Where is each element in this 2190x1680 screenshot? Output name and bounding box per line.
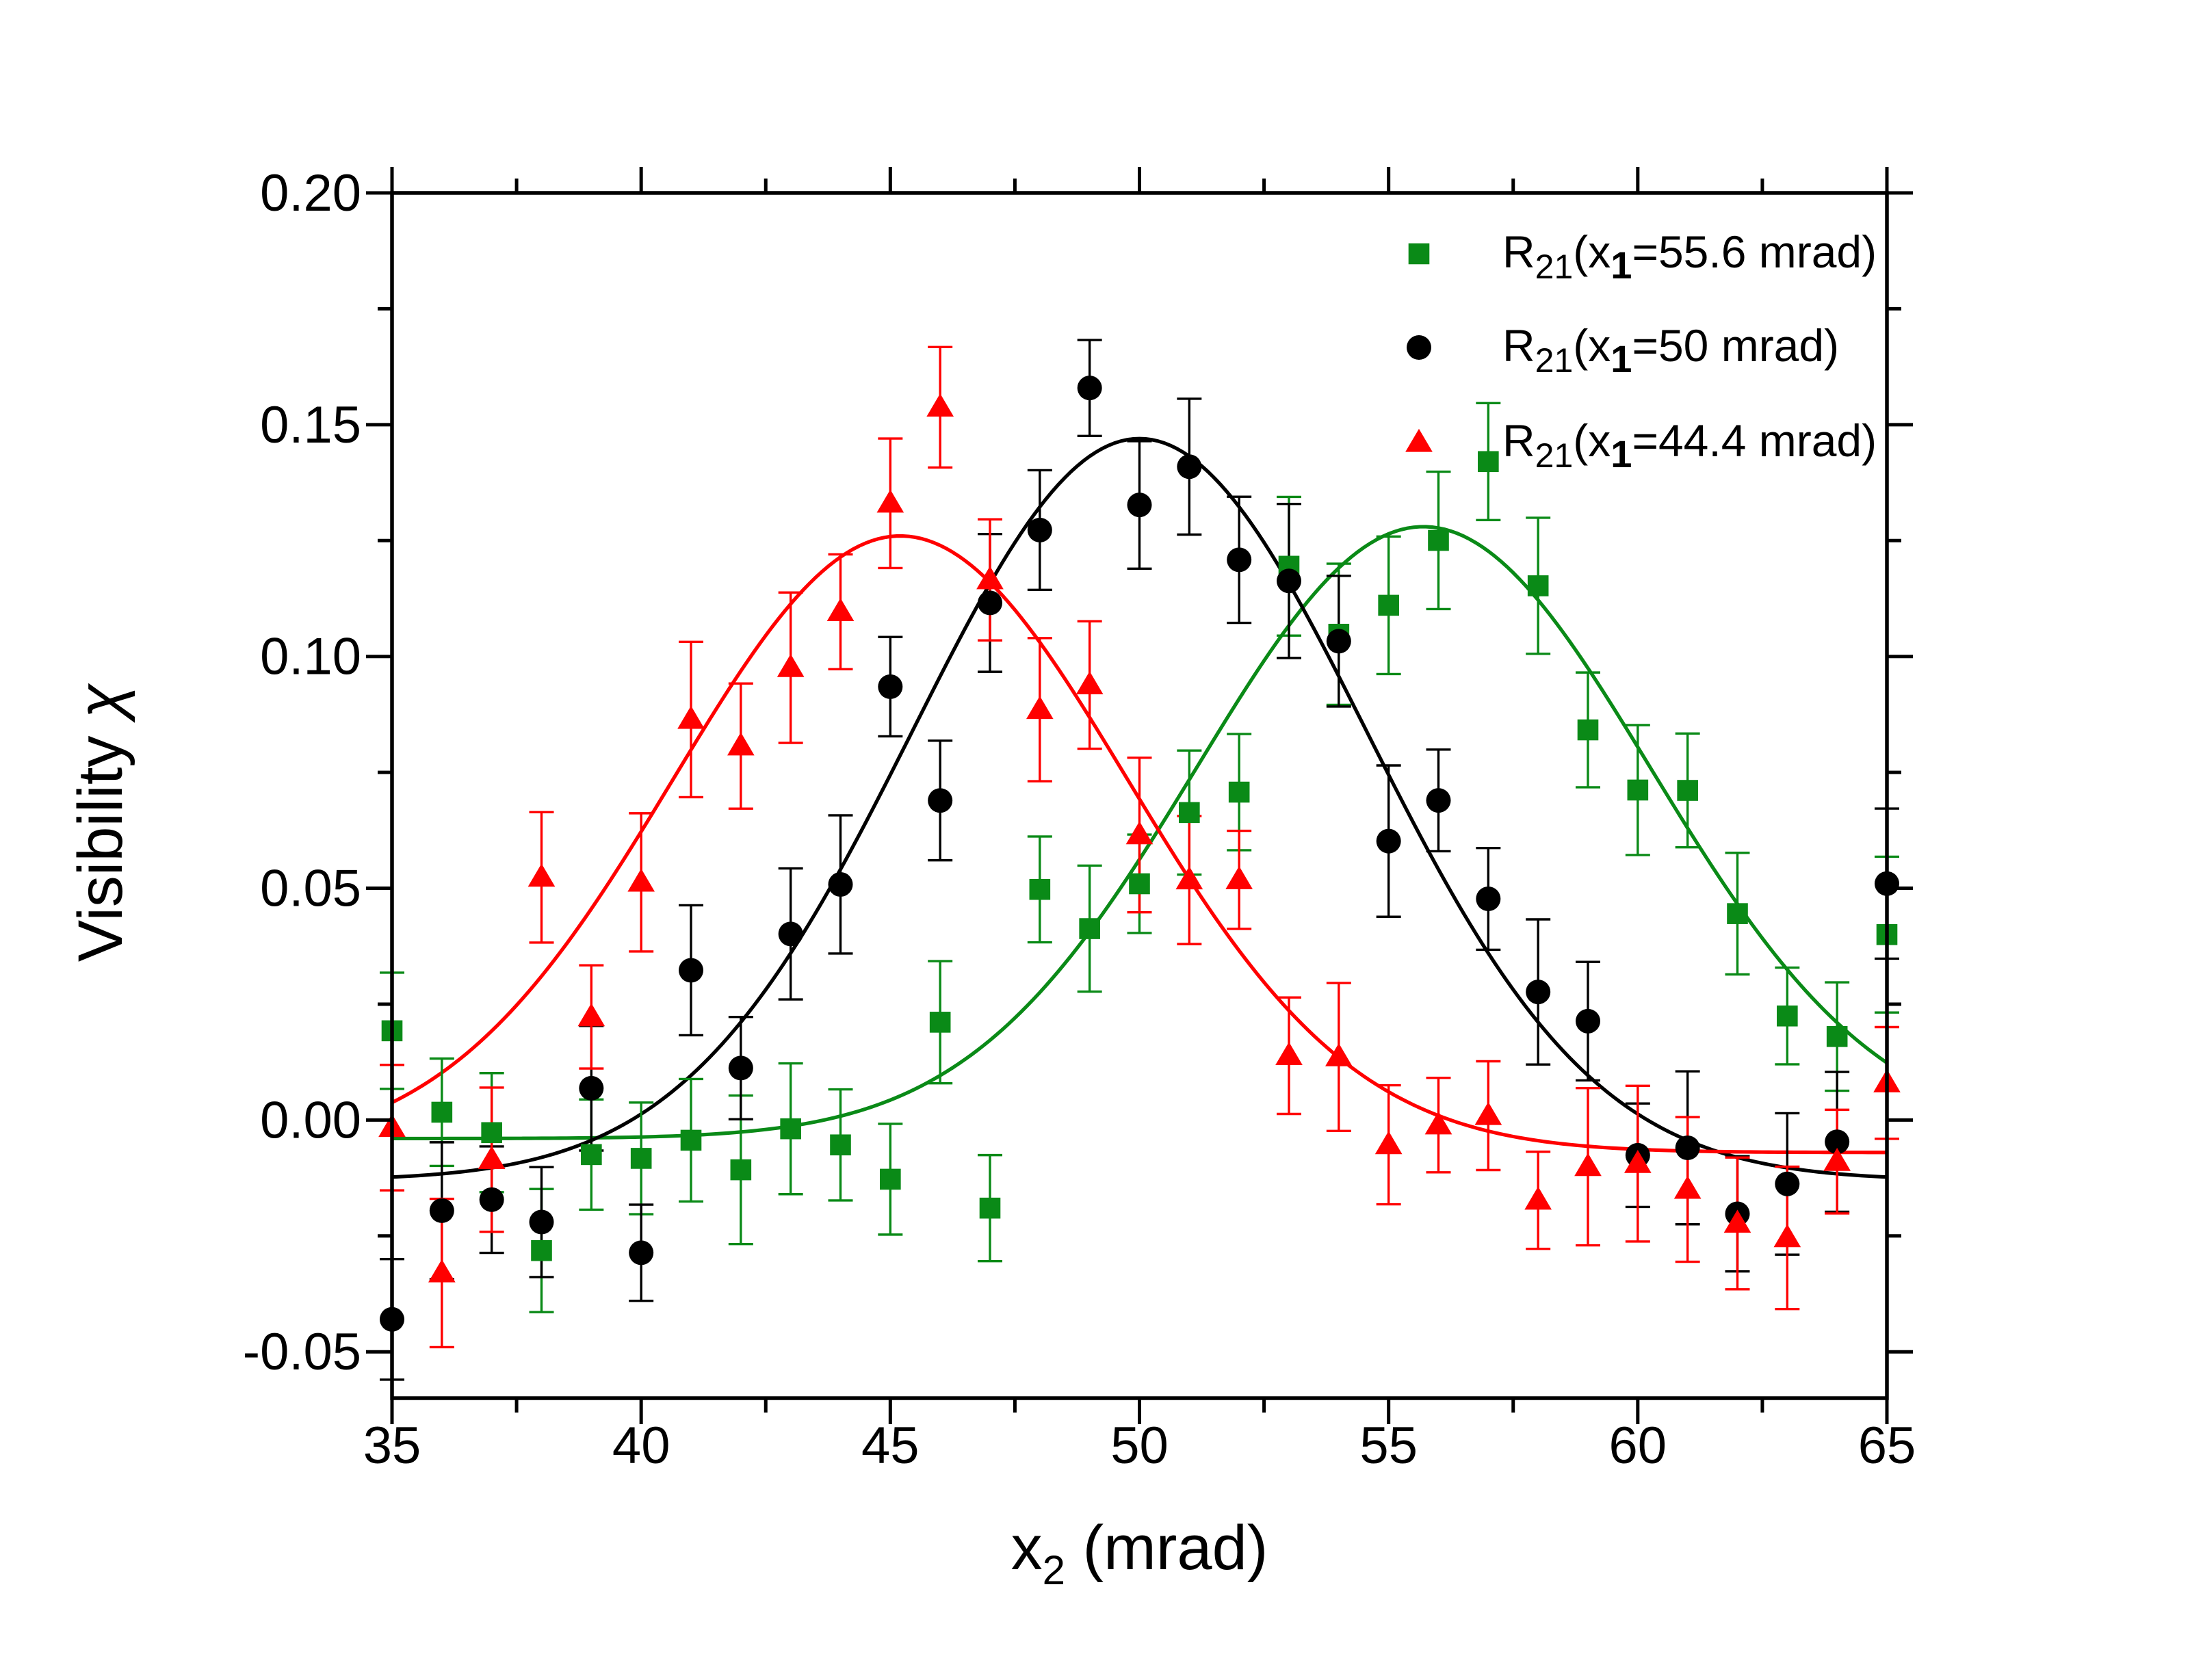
- svg-text:-0.05: -0.05: [243, 1323, 361, 1381]
- svg-text:40: 40: [612, 1417, 670, 1475]
- svg-text:Visibility χ: Visibility χ: [66, 683, 135, 962]
- svg-text:45: 45: [861, 1417, 920, 1475]
- svg-text:0.00: 0.00: [260, 1091, 361, 1149]
- svg-text:65: 65: [1858, 1417, 1916, 1475]
- svg-text:50: 50: [1110, 1417, 1169, 1475]
- svg-text:60: 60: [1609, 1417, 1667, 1475]
- svg-text:55: 55: [1359, 1417, 1418, 1475]
- svg-text:0.20: 0.20: [260, 164, 361, 222]
- svg-text:0.10: 0.10: [260, 628, 361, 686]
- svg-text:0.15: 0.15: [260, 396, 361, 454]
- svg-text:0.05: 0.05: [260, 860, 361, 918]
- svg-text:35: 35: [363, 1417, 421, 1475]
